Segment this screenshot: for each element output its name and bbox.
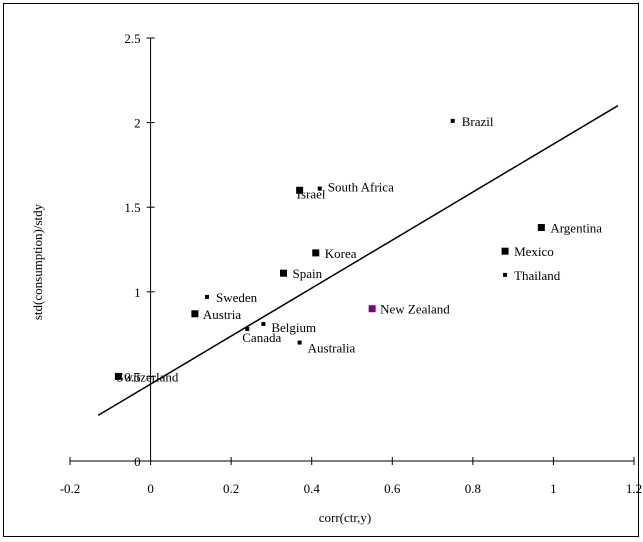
data-point xyxy=(450,118,455,123)
data-label: Korea xyxy=(325,246,357,261)
data-point xyxy=(501,247,509,255)
x-tick-label: 1 xyxy=(550,481,557,496)
y-tick-label: 1 xyxy=(134,285,141,300)
tick-labels: -0.2 0 0.2 0.4 0.6 0.8 1 1.2 0 0.5 1 1.5 2 2.5 xyxy=(60,31,642,496)
data-point xyxy=(368,305,376,313)
data-label: Switzerland xyxy=(116,369,179,384)
x-tick-label: 1.2 xyxy=(626,481,642,496)
data-label: South Africa xyxy=(328,180,394,195)
data-point xyxy=(537,224,545,232)
x-tick-label: 0.6 xyxy=(384,481,401,496)
chart-frame xyxy=(3,3,639,537)
y-tick-label: 0 xyxy=(134,454,141,469)
data-point xyxy=(114,372,122,380)
data-label: Spain xyxy=(293,266,323,281)
y-tick-label: 1.5 xyxy=(124,200,140,215)
data-point xyxy=(312,249,320,257)
y-tick-label: 0.5 xyxy=(124,369,140,384)
x-tick-label: 0.2 xyxy=(223,481,239,496)
data-label: Sweden xyxy=(216,290,258,305)
data-point xyxy=(245,327,250,332)
data-label: Australia xyxy=(308,341,356,356)
data-label: New Zealand xyxy=(380,302,450,317)
trend-line xyxy=(97,105,619,416)
x-tick-label: -0.2 xyxy=(60,481,81,496)
y-tick-label: 2 xyxy=(134,116,141,131)
x-axis-label: corr(ctr,y) xyxy=(319,510,372,525)
data-label: Israel xyxy=(297,186,326,201)
x-tick-label: 0.8 xyxy=(465,481,481,496)
axes xyxy=(69,37,635,465)
data-label: Brazil xyxy=(462,114,494,129)
data-label: Canada xyxy=(242,330,281,345)
data-label: Belgium xyxy=(271,320,316,335)
data-point xyxy=(317,186,322,191)
y-tick-label: 2.5 xyxy=(124,31,140,46)
data-label: Mexico xyxy=(514,244,554,259)
data-point xyxy=(204,294,209,299)
data-point xyxy=(296,186,304,194)
x-tick-label: 0.4 xyxy=(304,481,321,496)
data-point xyxy=(261,321,266,326)
data-point xyxy=(503,272,508,277)
data-label: Austria xyxy=(203,307,242,322)
data-point xyxy=(280,269,288,277)
data-point xyxy=(191,310,199,318)
data-label: Thailand xyxy=(514,268,561,283)
data-points xyxy=(114,118,545,380)
data-point xyxy=(297,340,302,345)
trend-line-group xyxy=(97,105,619,416)
data-label: Argentina xyxy=(550,221,602,236)
y-axis-label: std(consumption)/stdy xyxy=(30,203,45,320)
x-tick-label: 0 xyxy=(147,481,154,496)
